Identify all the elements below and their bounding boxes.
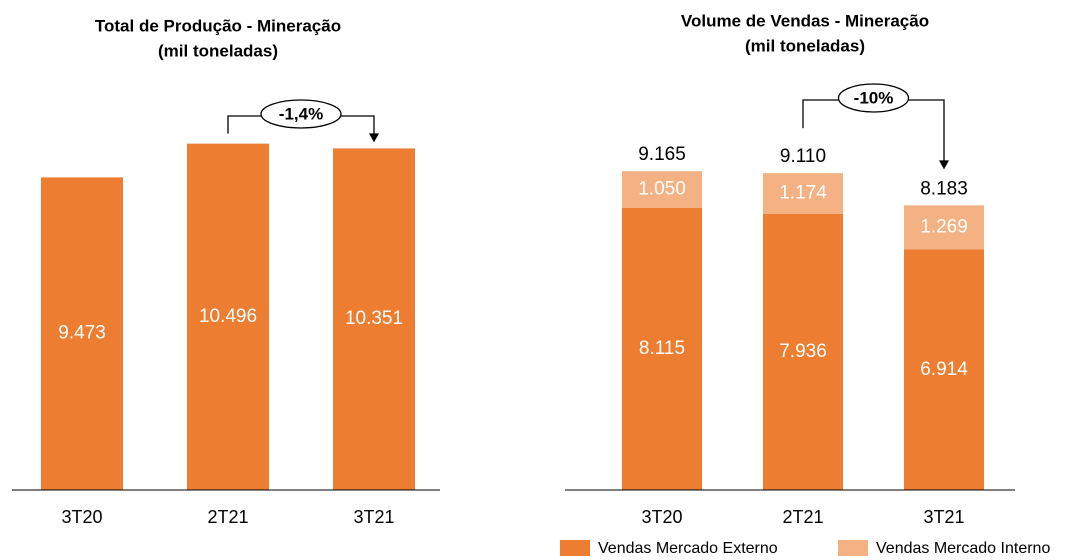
annotation-bubble [260,99,342,129]
chart-title: Total de Produção - Mineração [95,16,341,35]
bar-segment [622,207,702,490]
annotation-arrow [939,160,949,170]
legend-label: Vendas Mercado Externo [598,540,778,557]
bar [333,148,415,491]
x-tick-label: 2T21 [782,507,823,527]
chart-subtitle: (mil toneladas) [745,36,865,55]
total-label: 9.165 [638,144,686,165]
value-label: 10.496 [199,306,257,327]
x-tick-label: 3T20 [61,507,102,527]
x-tick-label: 3T21 [923,507,964,527]
bar [41,177,123,491]
x-tick-label: 3T20 [641,507,682,527]
legend-label: Vendas Mercado Interno [876,540,1050,557]
total-label: 8.183 [920,178,968,199]
bar-segment [763,213,843,490]
x-tick-label: 2T21 [207,507,248,527]
total-label: 9.110 [780,146,826,167]
annotation: -1,4% [279,104,323,123]
bar-segment [904,205,984,250]
value-label: 9.473 [58,323,106,344]
bar-segment [763,173,843,214]
value-label: 10.351 [345,308,403,329]
value-label: 7.936 [779,341,827,362]
value-label: 1.050 [638,178,686,199]
bar-segment [904,249,984,490]
legend-swatch [838,540,868,556]
bar-segment [622,171,702,208]
bar [187,143,269,490]
value-label: 1.269 [920,216,968,237]
value-label: 8.115 [639,338,685,359]
annotation: -10% [854,88,894,107]
legend-swatch [560,540,590,556]
value-label: 6.914 [920,359,968,380]
x-tick-label: 3T21 [353,507,394,527]
value-label: 1.174 [779,183,827,204]
chart-subtitle: (mil toneladas) [158,41,278,60]
annotation-bubble [837,83,910,113]
chart-title: Volume de Vendas - Mineração [681,11,929,30]
annotation-arrow [369,133,379,143]
